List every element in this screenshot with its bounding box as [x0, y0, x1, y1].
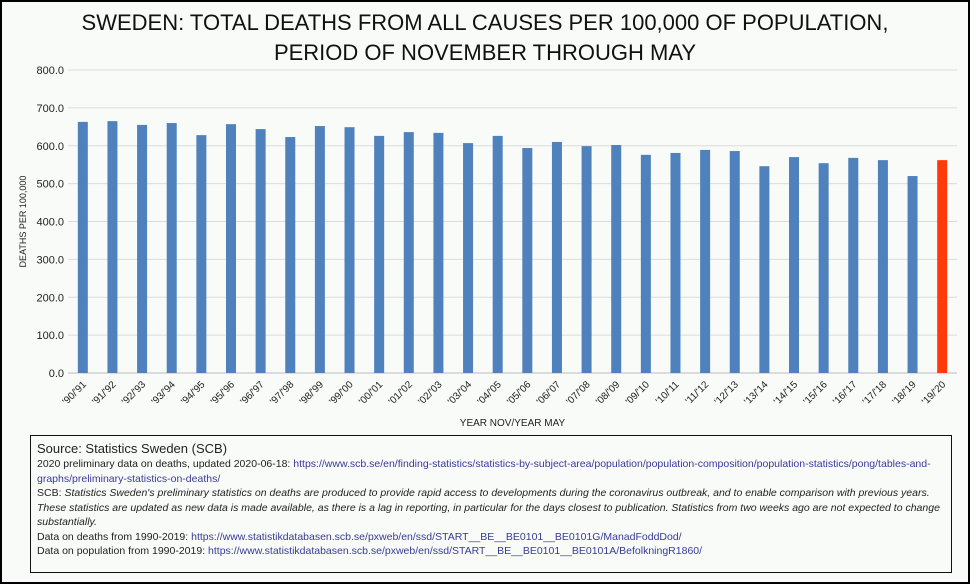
bar — [877, 160, 888, 373]
bar — [611, 144, 622, 373]
bar — [670, 152, 681, 373]
x-tick-label: '97/'98 — [268, 379, 296, 407]
x-tick-label: '10/'11 — [654, 379, 682, 407]
x-tick-label: '03/'04 — [446, 379, 474, 407]
bar — [640, 154, 651, 373]
x-tick-label: '12/'13 — [713, 379, 741, 407]
bar — [700, 149, 711, 373]
x-tick-label: '91/'92 — [90, 379, 118, 407]
x-tick-label: '19/'20 — [920, 379, 948, 407]
x-tick-label: '99/'00 — [327, 379, 355, 407]
x-tick-label: '90/'91 — [61, 379, 89, 407]
y-tick-label: 400.0 — [36, 217, 64, 229]
x-tick-label: '08/'09 — [594, 379, 622, 407]
prelim-link[interactable]: https://www.scb.se/en/finding-statistics… — [37, 458, 931, 485]
population-label: Data on population from 1990-2019: — [37, 545, 209, 557]
x-tick-label: '09/'10 — [624, 379, 652, 407]
bar — [907, 176, 918, 373]
x-tick-label: '18/'19 — [890, 379, 918, 407]
bar — [789, 157, 800, 373]
bar — [463, 143, 474, 373]
y-tick-label: 700.0 — [36, 103, 64, 115]
x-tick-label: '02/'03 — [416, 379, 444, 407]
x-tick-label: '00/'01 — [357, 379, 385, 407]
source-heading: Source: Statistics Sweden (SCB) — [37, 441, 228, 456]
bar — [848, 157, 859, 373]
y-tick-label: 800.0 — [36, 65, 64, 77]
bar — [314, 126, 325, 374]
bar — [166, 123, 177, 374]
bar — [285, 137, 296, 373]
bar — [107, 121, 118, 373]
y-axis-label: DEATHS PER 100,000 — [18, 176, 28, 268]
x-tick-label: '92/'93 — [120, 379, 148, 407]
x-tick-label: '05/'06 — [505, 379, 533, 407]
population-link[interactable]: https://www.statistikdatabasen.scb.se/px… — [208, 545, 703, 557]
bar — [255, 129, 266, 373]
bar — [522, 148, 533, 373]
y-tick-label: 600.0 — [36, 141, 64, 153]
bar — [937, 160, 948, 373]
y-tick-label: 200.0 — [36, 292, 64, 304]
bar — [551, 141, 562, 373]
bar — [344, 127, 355, 373]
x-tick-label: '07/'08 — [565, 379, 593, 407]
x-tick-label: '13/'14 — [742, 379, 770, 407]
x-tick-label: '16/'17 — [831, 379, 859, 407]
y-tick-label: 500.0 — [36, 179, 64, 191]
bar-chart: 0.0 100.0 200.0 300.0 400.0 500.0 600.0 700.0 80… — [18, 65, 957, 429]
bar — [196, 135, 207, 373]
bar — [137, 124, 148, 373]
y-tick-label: 300.0 — [36, 254, 64, 266]
x-tick-label: '14/'15 — [772, 379, 800, 407]
bar — [433, 132, 444, 373]
bar — [581, 146, 592, 373]
bar — [225, 124, 236, 373]
x-tick-label: '11/'12 — [684, 379, 712, 407]
x-tick-label: '04/'05 — [476, 379, 504, 407]
x-tick-label: '06/'07 — [535, 379, 563, 407]
deaths-label: Data on deaths from 1990-2019: — [37, 530, 192, 543]
prelim-note: 2020 preliminary data on deaths, updated… — [37, 457, 945, 486]
bar — [77, 121, 88, 373]
bar — [374, 135, 385, 373]
bar — [492, 135, 503, 373]
x-tick-label: '17/'18 — [861, 379, 889, 407]
bar — [729, 151, 740, 373]
x-tick-label: '01/'02 — [387, 379, 415, 407]
x-tick-label: '98/'99 — [298, 379, 326, 407]
title-line-2: PERIOD OF NOVEMBER THROUGH MAY — [273, 40, 697, 65]
bar — [759, 166, 770, 373]
deaths-note: Data on deaths from 1990-2019: https://w… — [37, 530, 945, 545]
x-tick-label: '15/'16 — [802, 379, 830, 407]
y-tick-label: 100.0 — [36, 330, 64, 342]
scb-label: SCB: — [37, 487, 65, 499]
x-axis-label: YEAR NOV/YEAR MAY — [460, 418, 566, 429]
x-tick-label: '95/'96 — [209, 379, 237, 407]
bar — [403, 132, 414, 373]
title-line-1: SWEDEN: TOTAL DEATHS FROM ALL CAUSES PER… — [81, 10, 889, 35]
x-tick-label: '96/'97 — [239, 379, 267, 407]
x-tick-label: '93/'94 — [150, 379, 178, 407]
x-tick-label: '94/'95 — [179, 379, 207, 407]
y-tick-label: 0.0 — [49, 368, 64, 380]
deaths-link[interactable]: https://www.statistikdatabasen.scb.se/px… — [191, 530, 682, 543]
prelim-label: 2020 preliminary data on deaths, updated… — [37, 458, 294, 470]
chart-title: SWEDEN: TOTAL DEATHS FROM ALL CAUSES PER… — [2, 8, 968, 68]
population-note: Data on population from 1990-2019: https… — [37, 544, 945, 559]
source-notes: Source: Statistics Sweden (SCB) 2020 pre… — [30, 435, 952, 573]
scb-quote: Statistics Sweden's preliminary statisti… — [37, 487, 940, 528]
bar — [818, 163, 829, 373]
scb-note: SCB: Statistics Sweden's preliminary sta… — [37, 486, 945, 530]
